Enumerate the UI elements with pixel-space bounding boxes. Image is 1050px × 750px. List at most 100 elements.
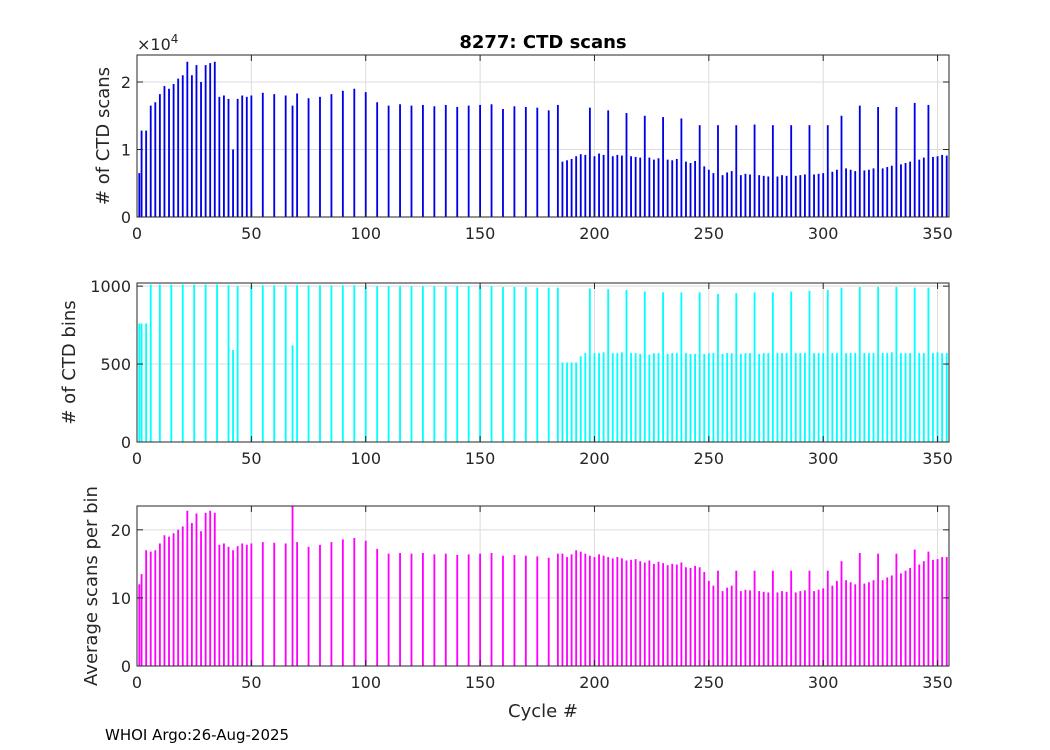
bar [261,285,264,442]
bar [556,553,559,666]
bar [579,551,582,666]
x-tick-label: 0 [132,224,142,243]
bar [236,98,239,217]
bar [273,542,276,666]
bar [250,543,253,666]
x-axis-label: Cycle # [508,701,578,722]
bar [319,544,321,666]
bar [620,558,623,666]
bar [886,167,889,217]
bar [241,543,244,666]
bar [524,555,527,666]
bar [611,156,614,217]
bar [433,286,436,442]
bar [744,589,747,666]
bar [479,104,482,217]
bar-series [138,61,948,218]
bar [598,353,600,442]
bar [575,362,578,442]
bar [330,542,333,666]
bar [707,580,710,666]
bar [680,118,683,217]
y-tick-label: 0 [121,657,131,676]
bar [794,175,797,217]
bar [918,159,921,217]
bar [376,102,379,217]
bar [513,286,516,442]
bar [140,574,143,666]
bar [456,106,459,217]
bar [945,155,948,217]
bar [922,353,925,442]
bar [840,561,843,666]
bar [236,286,239,442]
bar [826,570,829,666]
bar [927,287,930,442]
bar [717,293,719,442]
bar [598,153,600,217]
bar [227,98,230,217]
bar [341,285,344,442]
bar [193,284,196,442]
bar [547,557,550,666]
bar [753,292,756,442]
bar [836,580,838,666]
bar [813,174,815,217]
y-exponent-power: 4 [171,32,179,46]
bar [890,575,893,666]
bar [653,353,655,442]
bar [932,559,934,666]
bar [149,551,152,666]
bar [236,546,239,666]
bar [694,160,697,217]
bar [181,284,184,442]
bar [813,591,815,666]
bar [771,570,774,666]
bar [872,168,875,217]
bar [149,284,152,442]
bar [675,353,678,442]
bar [735,293,738,442]
bar [845,168,847,217]
bar [616,154,619,217]
bar [584,154,587,217]
footer-credit: WHOI Argo:26-Aug-2025 [105,726,290,744]
x-tick-label: 250 [694,673,725,692]
chart-title: 8277: CTD scans [459,32,626,53]
bar [932,156,934,217]
x-tick-label: 0 [132,449,142,468]
x-tick-label: 200 [579,449,610,468]
bar [296,93,299,217]
bar-series [138,284,948,442]
bar [513,106,516,217]
bar [826,125,829,217]
bar [422,552,424,666]
bar [941,353,944,442]
bar [703,353,706,442]
bar [241,95,244,217]
bar [863,583,866,666]
bar [433,106,436,217]
bar [536,287,539,442]
bar [575,156,578,217]
bar [593,156,596,217]
bar [895,286,898,442]
bar [707,353,710,442]
bar [630,156,632,217]
bar [698,567,701,666]
bar [561,362,564,442]
bar [307,285,310,442]
bar [611,558,614,666]
bar [840,115,843,217]
bar [513,555,516,666]
bar [739,591,742,666]
bar [698,125,701,217]
bar [762,353,765,442]
bar [817,353,820,442]
bar [140,130,143,217]
bar [620,155,623,217]
x-tick-label: 150 [465,224,496,243]
bar [502,555,504,666]
bar [712,173,715,217]
bar [296,542,299,666]
